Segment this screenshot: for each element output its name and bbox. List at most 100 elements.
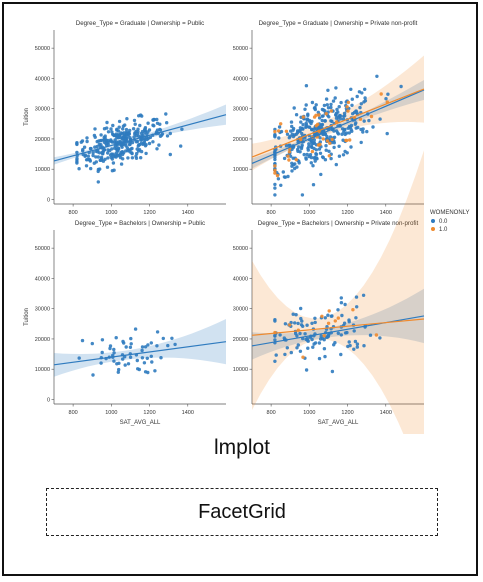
data-point-0 <box>93 127 97 131</box>
data-point-0 <box>317 341 322 345</box>
data-point-0 <box>98 167 102 171</box>
data-point-0 <box>133 327 138 331</box>
data-point-0 <box>157 143 161 147</box>
data-point-0 <box>140 348 144 353</box>
data-point-0 <box>281 170 285 174</box>
data-point-0 <box>130 156 135 160</box>
data-point-0 <box>81 147 85 152</box>
data-point-0 <box>161 336 165 341</box>
data-point-0 <box>349 145 353 149</box>
data-point-1 <box>324 112 328 116</box>
panel-title: Degree_Type = Bachelors | Ownership = Pr… <box>258 220 419 227</box>
data-point-0 <box>99 133 103 137</box>
data-point-0 <box>94 160 99 164</box>
data-point-1 <box>358 117 363 121</box>
data-point-0 <box>317 116 322 120</box>
data-point-0 <box>83 153 88 157</box>
data-point-0 <box>331 99 336 103</box>
data-point-0 <box>273 186 277 190</box>
data-point-0 <box>307 142 311 146</box>
data-point-0 <box>133 122 137 126</box>
data-point-1 <box>345 105 349 109</box>
data-point-0 <box>123 363 127 367</box>
data-point-0 <box>139 141 144 145</box>
data-point-0 <box>371 125 375 129</box>
data-point-0 <box>165 121 169 125</box>
data-point-0 <box>353 339 358 344</box>
data-point-1 <box>273 129 277 134</box>
data-point-0 <box>361 130 365 134</box>
x-tick-label: 1400 <box>380 210 392 216</box>
data-point-0 <box>144 151 148 156</box>
x-tick-label: 1200 <box>341 210 353 216</box>
y-tick-label: 50000 <box>35 46 50 52</box>
data-point-0 <box>159 356 163 360</box>
data-point-0 <box>75 160 79 164</box>
data-point-1 <box>318 142 322 147</box>
data-point-0 <box>273 333 277 338</box>
data-point-0 <box>327 115 331 119</box>
data-point-0 <box>139 156 143 160</box>
data-point-1 <box>275 173 280 178</box>
data-point-0 <box>320 118 324 123</box>
data-point-0 <box>332 145 336 150</box>
data-point-0 <box>386 92 390 96</box>
data-point-0 <box>148 135 153 140</box>
data-point-0 <box>110 147 114 151</box>
y-tick-label: 20000 <box>35 337 50 343</box>
data-point-0 <box>308 153 313 157</box>
data-point-0 <box>343 302 347 307</box>
data-point-0 <box>343 331 348 335</box>
data-point-0 <box>168 152 172 157</box>
data-point-0 <box>296 321 300 326</box>
data-point-0 <box>294 113 299 117</box>
data-point-0 <box>359 140 363 145</box>
data-point-0 <box>285 346 289 350</box>
data-point-0 <box>94 155 98 159</box>
data-point-0 <box>143 370 148 374</box>
data-point-0 <box>327 149 331 153</box>
data-point-0 <box>173 342 177 347</box>
data-point-0 <box>343 127 347 132</box>
data-point-0 <box>142 128 147 132</box>
data-point-1 <box>327 309 331 313</box>
y-tick-label: 20000 <box>233 137 248 143</box>
data-point-1 <box>333 319 337 323</box>
data-point-0 <box>87 157 92 162</box>
data-point-0 <box>317 147 322 151</box>
data-point-0 <box>312 106 317 110</box>
data-point-1 <box>288 323 292 327</box>
data-point-0 <box>324 97 329 101</box>
data-point-0 <box>136 367 140 371</box>
panel-title: Degree_Type = Bachelors | Ownership = Pu… <box>75 220 205 227</box>
data-point-1 <box>287 150 292 154</box>
data-point-0 <box>170 336 174 340</box>
data-point-0 <box>114 336 118 340</box>
x-tick-label: 1400 <box>182 410 194 416</box>
data-point-0 <box>306 148 310 152</box>
data-point-1 <box>320 314 324 318</box>
y-tick-label: 20000 <box>35 137 50 143</box>
data-point-0 <box>285 132 290 136</box>
data-point-0 <box>295 334 299 338</box>
data-point-0 <box>115 153 120 157</box>
data-point-0 <box>284 144 289 148</box>
data-point-0 <box>120 145 124 149</box>
data-point-0 <box>314 103 318 107</box>
y-tick-label: 0 <box>47 397 50 403</box>
data-point-0 <box>340 132 344 136</box>
data-point-1 <box>330 137 334 142</box>
data-point-0 <box>126 156 130 160</box>
data-point-0 <box>300 131 304 136</box>
data-point-1 <box>329 109 333 113</box>
data-point-0 <box>313 341 318 345</box>
data-point-0 <box>292 106 296 110</box>
data-point-0 <box>291 312 295 316</box>
data-point-0 <box>304 157 308 161</box>
data-point-0 <box>179 144 183 148</box>
data-point-0 <box>146 343 150 347</box>
data-point-0 <box>134 140 139 144</box>
data-point-0 <box>277 125 282 129</box>
data-point-1 <box>345 138 349 143</box>
data-point-0 <box>301 127 305 131</box>
